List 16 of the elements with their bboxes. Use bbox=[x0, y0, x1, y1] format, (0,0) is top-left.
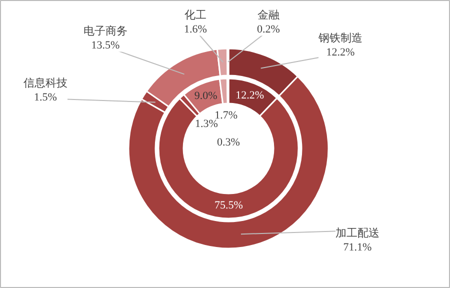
slice-label: 钢铁制造 bbox=[318, 31, 362, 44]
data-label: 75.5% bbox=[214, 200, 243, 212]
data-label: 71.1% bbox=[343, 242, 372, 254]
slice-label: 信息科技 bbox=[24, 76, 68, 90]
data-label: 9.0% bbox=[194, 90, 218, 102]
slice-label: 加工配送 bbox=[336, 226, 380, 240]
slice-label: 化工 bbox=[184, 9, 206, 22]
data-label: 1.6% bbox=[184, 24, 207, 36]
data-label: 0.2% bbox=[257, 24, 280, 36]
data-label: 12.2% bbox=[326, 46, 355, 59]
data-label: 12.2% bbox=[236, 90, 264, 102]
data-label: 0.3% bbox=[216, 136, 240, 148]
slice-label: 金融 bbox=[258, 9, 280, 22]
data-label: 13.5% bbox=[91, 40, 120, 52]
data-label: 1.5% bbox=[34, 92, 57, 104]
slice-label: 电子商务 bbox=[84, 24, 128, 38]
